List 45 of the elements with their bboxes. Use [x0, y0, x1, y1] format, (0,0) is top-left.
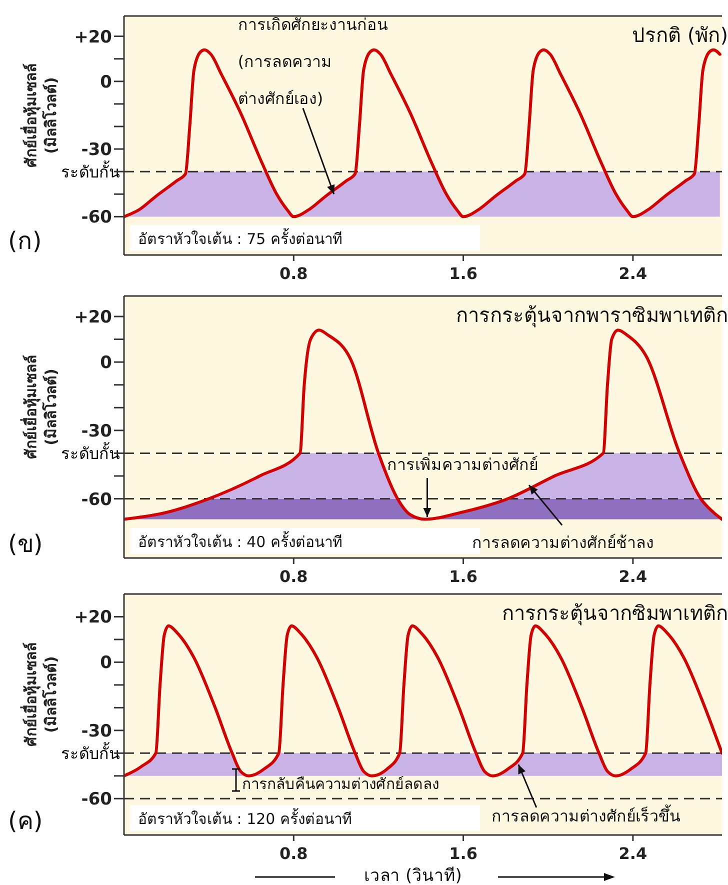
annotation: อัตราหัวใจเต้น : 40 ครั้งต่อนาที — [138, 531, 342, 551]
ref-line-label: ระดับกั้น — [61, 160, 120, 182]
annotation: อัตราหัวใจเต้น : 75 ครั้งต่อนาที — [138, 228, 342, 248]
annotation: การเพิ่มความต่างศักย์ — [387, 452, 538, 474]
text: (ก) — [8, 227, 42, 255]
y-tick-label: -30 — [81, 421, 112, 442]
chart-title: การกระตุ้นจากพาราซิมพาเทติก — [456, 303, 728, 328]
y-tick-label: 0 — [100, 353, 112, 374]
chart-title: การกระตุ้นจากซิมพาเทติก — [502, 601, 728, 626]
x-tick-label: 2.4 — [618, 567, 648, 586]
annotation: การกลับคืนความต่างศักย์ลดลง — [242, 775, 439, 793]
x-tick-label: 0.8 — [279, 264, 308, 283]
y-tick-label: -60 — [81, 790, 112, 810]
y-axis-title: ศักย์เยื่อหุ้มเซลล์ (มิลลิโวลต์) — [20, 355, 60, 459]
text: (ค) — [8, 807, 43, 835]
line-series — [124, 328, 722, 521]
x-axis-title: เวลา (วินาที) — [364, 866, 462, 885]
text: (ข) — [8, 530, 43, 558]
ref-line-label: ระดับกั้น — [61, 742, 120, 764]
y-tick-label: +20 — [74, 608, 112, 628]
y-tick-label: -30 — [81, 140, 112, 160]
x-tick-label: 2.4 — [618, 264, 648, 283]
y-axis-title: ศักย์เยื่อหุ้มเซลล์ (มิลลิโวลต์) — [20, 642, 60, 746]
y-tick-label: -30 — [81, 721, 112, 742]
line-series — [124, 48, 722, 218]
x-tick-label: 1.6 — [449, 567, 478, 586]
y-axis-title: ศักย์เยื่อหุ้มเซลล์ (มิลลิโวลต์) — [20, 64, 60, 168]
y-tick-label: +20 — [74, 308, 112, 328]
y-tick-label: 0 — [100, 72, 112, 92]
y-tick-label: -60 — [81, 208, 112, 228]
x-tick-label: 1.6 — [449, 844, 478, 863]
annotation: การเกิดศักยะงานก่อน (การลดความ ต่างศักย์เอง) — [238, 15, 388, 108]
x-tick-label: 2.4 — [618, 844, 648, 863]
ref-line-label: ระดับกั้น — [61, 442, 120, 464]
x-tick-label: 0.8 — [279, 567, 308, 586]
y-tick-label: +20 — [74, 27, 112, 48]
line-series — [124, 624, 722, 778]
chart-title: ปรกติ (พัก) — [632, 23, 728, 47]
y-tick-label: 0 — [100, 653, 112, 674]
y-tick-label: -60 — [81, 490, 112, 510]
annotation: การลดความต่างศักย์ช้าลง — [472, 533, 654, 552]
x-tick-label: 1.6 — [449, 264, 478, 283]
annotation: การลดความต่างศักย์เร็วขึ้น — [491, 804, 680, 826]
annotation: อัตราหัวใจเต้น : 120 ครั้งต่อนาที — [138, 808, 352, 828]
x-tick-label: 0.8 — [279, 844, 308, 863]
